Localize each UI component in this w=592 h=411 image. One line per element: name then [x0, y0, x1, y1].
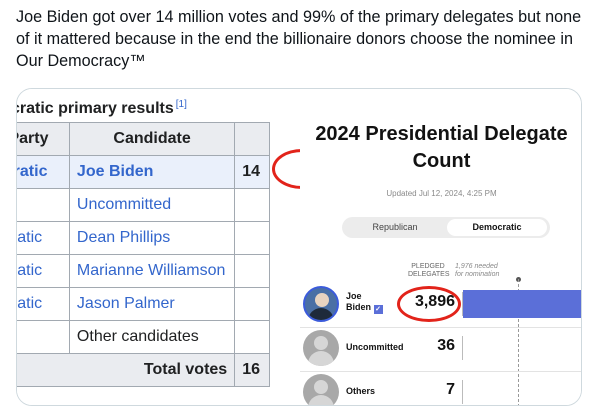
- delegate-count-title: 2024 Presidential Delegate Count: [300, 121, 581, 175]
- row-divider: [462, 292, 463, 316]
- party-toggle[interactable]: Republican Democratic: [342, 217, 550, 238]
- votes-cell: [234, 287, 270, 321]
- table-row: ocratic Marianne Williamson: [17, 254, 270, 288]
- party-cell[interactable]: ocratic: [17, 287, 70, 321]
- delegate-count-value: 36: [437, 337, 455, 354]
- threshold-line: [518, 279, 519, 405]
- candidate-name: Others: [346, 386, 376, 396]
- table-row: Uncommitted: [17, 188, 270, 222]
- votes-cell: [234, 221, 270, 255]
- red-annotation-circle: [397, 286, 461, 322]
- delegate-count-value: 7: [446, 381, 455, 398]
- party-header: Party: [17, 122, 70, 156]
- wiki-ref-link[interactable]: [1]: [175, 99, 187, 110]
- party-cell[interactable]: ocratic: [17, 221, 70, 255]
- row-divider: [462, 336, 463, 360]
- candidate-header: Candidate: [68, 122, 236, 156]
- votes-cell: [234, 320, 270, 354]
- table-row: Other candidates: [17, 320, 270, 354]
- row-divider: [462, 380, 463, 404]
- candidate-name: Joe Biden ✓: [346, 291, 383, 314]
- pledged-label-line-2: DELEGATES: [408, 271, 450, 278]
- candidate-link[interactable]: Jason Palmer: [68, 287, 236, 321]
- votes-cell: [234, 254, 270, 288]
- table-header-row: Party Candidate: [17, 122, 270, 156]
- toggle-democratic[interactable]: Democratic: [447, 219, 547, 236]
- table-row: ocratic Jason Palmer: [17, 287, 270, 321]
- party-cell: [17, 188, 70, 222]
- wiki-title-text: cratic primary results: [16, 100, 174, 117]
- toggle-republican[interactable]: Republican: [372, 222, 418, 232]
- table-row: ocratic Joe Biden 14: [17, 155, 270, 189]
- candidate-last-name: Biden: [346, 302, 372, 312]
- votes-cell: [234, 188, 270, 222]
- candidate-first-name: Joe: [346, 291, 362, 301]
- party-cell: [17, 320, 70, 354]
- tweet-text: Joe Biden got over 14 million votes and …: [16, 8, 582, 70]
- title-line-2: Count: [412, 150, 471, 172]
- candidate-link[interactable]: Uncommitted: [68, 188, 236, 222]
- votes-cell: 14: [234, 155, 270, 189]
- title-line-1: 2024 Presidential Delegate: [315, 123, 568, 145]
- party-cell[interactable]: ocratic: [17, 254, 70, 288]
- check-icon: ✓: [373, 305, 383, 314]
- candidate-link[interactable]: Marianne Williamson: [68, 254, 236, 288]
- total-row: Total votes 16: [17, 353, 270, 387]
- wiki-section-title: cratic primary results [1]: [16, 99, 187, 118]
- person-icon: [303, 374, 339, 405]
- votes-header: [234, 122, 270, 156]
- pledged-delegates-label: PLEDGED DELEGATES: [408, 263, 450, 279]
- delegate-bar: [463, 290, 581, 318]
- party-cell[interactable]: ocratic: [17, 155, 70, 189]
- candidate-link[interactable]: Joe Biden: [68, 155, 236, 189]
- row-rule: [300, 327, 581, 328]
- candidate-link[interactable]: Dean Phillips: [68, 221, 236, 255]
- tweet-media[interactable]: cratic primary results[1] Party Candidat…: [16, 88, 582, 406]
- candidate-cell: Other candidates: [68, 320, 236, 354]
- delegate-count-panel: 2024 Presidential Delegate Count Updated…: [300, 89, 581, 405]
- biden-avatar: [303, 286, 339, 322]
- needed-label-line-1: 1,976 needed: [455, 263, 498, 270]
- needed-label-line-2: for nomination: [455, 271, 500, 278]
- wikipedia-results-panel: cratic primary results[1] Party Candidat…: [16, 89, 332, 405]
- pledged-label-line-1: PLEDGED: [411, 263, 445, 270]
- candidate-name: Uncommitted: [346, 342, 404, 352]
- delegate-row-others: Others 7: [300, 372, 581, 405]
- table-row: ocratic Dean Phillips: [17, 221, 270, 255]
- total-label: Total votes: [17, 353, 236, 387]
- person-icon: [303, 330, 339, 366]
- total-value: 16: [234, 353, 270, 387]
- results-table: Party Candidate ocratic Joe Biden 14 Unc…: [17, 122, 270, 387]
- row-rule: [300, 371, 581, 372]
- updated-timestamp: Updated Jul 12, 2024, 4:25 PM: [386, 189, 497, 198]
- needed-for-nomination-label: 1,976 needed for nomination: [455, 263, 499, 279]
- delegate-row-uncommitted: Uncommitted 36: [300, 328, 581, 372]
